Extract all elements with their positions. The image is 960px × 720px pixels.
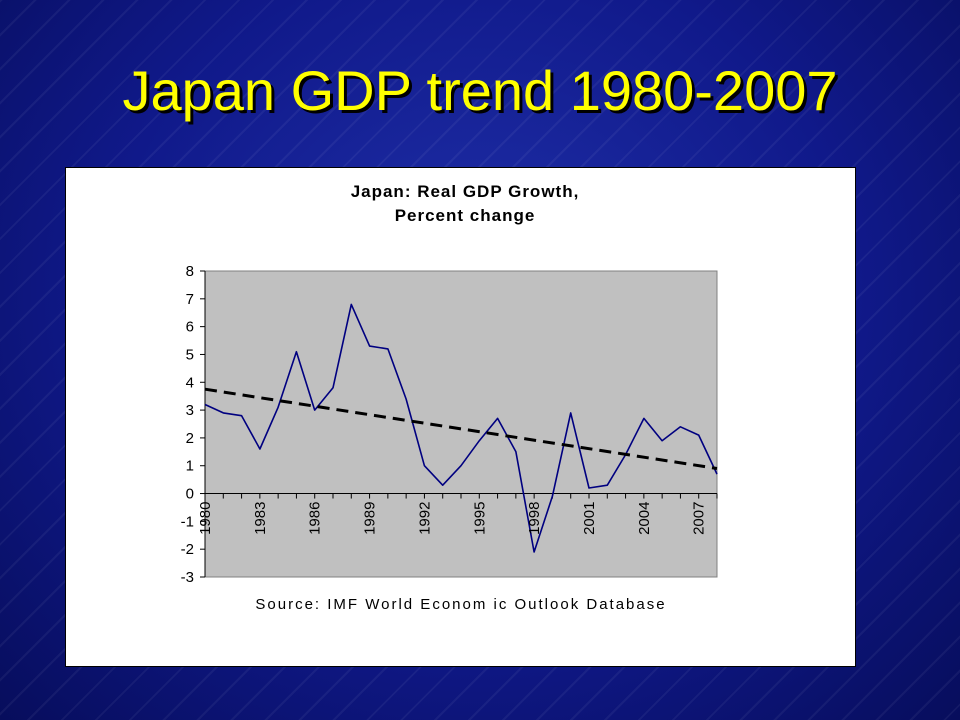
x-tick-label: 2004 — [636, 502, 653, 535]
trend-line — [204, 387, 718, 470]
y-tick-label: 1 — [186, 458, 194, 475]
x-tick-label: 2007 — [691, 502, 708, 535]
chart-title-line-1: Japan: Real GDP Growth, — [351, 182, 580, 201]
x-tick-label: 2001 — [581, 502, 598, 535]
tick-labels: 8 7 6 5 4 3 2 1 0 -1 -2 -3 1980 1983 1986 1989 1992 1995 1… — [181, 263, 708, 586]
x-tick-label: 1989 — [362, 502, 379, 535]
y-tick-label: -3 — [181, 569, 194, 586]
plot-area — [204, 270, 718, 578]
x-tick-label: 1983 — [252, 502, 269, 535]
gdp-growth-line — [204, 303, 718, 553]
y-tick-label: -2 — [181, 541, 194, 558]
x-tick-label: 1980 — [197, 502, 214, 535]
series-layer — [204, 303, 718, 553]
y-tick-label: 0 — [186, 486, 194, 503]
y-tick-label: 7 — [186, 291, 194, 308]
axes — [200, 270, 718, 578]
slide-title: Japan GDP trend 1980-2007 — [122, 59, 838, 122]
y-tick-label: 2 — [186, 430, 194, 447]
chart-title-line-2: Percent change — [395, 206, 536, 225]
y-tick-label: 6 — [186, 319, 194, 336]
y-tick-label: 5 — [186, 346, 194, 363]
chart-panel: Japan: Real GDP Growth, Percent change 8… — [65, 167, 856, 667]
x-tick-label: 1995 — [471, 502, 488, 535]
y-tick-label: 8 — [186, 263, 194, 280]
x-tick-label: 1992 — [416, 502, 433, 535]
x-tick-label: 1986 — [307, 502, 324, 535]
gdp-line-chart: Japan: Real GDP Growth, Percent change 8… — [181, 182, 718, 613]
x-tick-label: 1998 — [526, 502, 543, 535]
y-tick-label: 4 — [186, 374, 194, 391]
y-tick-label: 3 — [186, 402, 194, 419]
source-note: Source: IMF World Econom ic Outlook Data… — [255, 596, 666, 613]
y-tick-label: -1 — [181, 513, 194, 530]
